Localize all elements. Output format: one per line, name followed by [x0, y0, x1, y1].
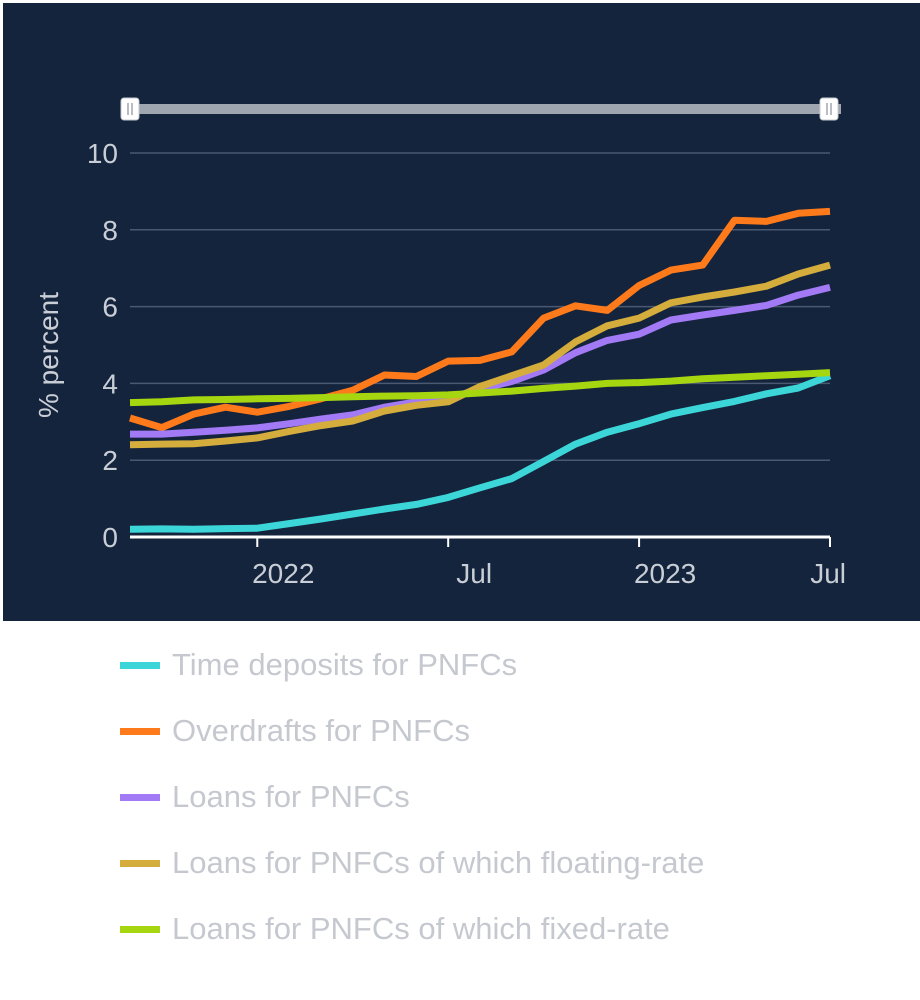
legend-item[interactable]: Overdrafts for PNFCs: [120, 698, 704, 764]
legend-item[interactable]: Time deposits for PNFCs: [120, 632, 704, 698]
x-axis: 2022 Jul 2023 Jul: [130, 535, 846, 589]
legend-label: Loans for PNFCs of which floating-rate: [172, 845, 705, 880]
legend-item[interactable]: Loans for PNFCs of which fixed-rate: [120, 896, 704, 962]
y-axis: 0 2 4 6 8 10: [87, 138, 118, 553]
range-navigator-track[interactable]: [130, 104, 841, 114]
series-line-1[interactable]: [128, 207, 831, 432]
range-handle-left[interactable]: [120, 97, 140, 121]
x-tick-label: 2022: [252, 558, 314, 589]
series-line-4[interactable]: [129, 369, 831, 407]
chart-panel: 0 2 4 6 8 10 % percent 2022 Jul 2023 Jul: [3, 3, 920, 621]
legend-item[interactable]: Loans for PNFCs of which floating-rate: [120, 830, 704, 896]
legend-swatch: [120, 661, 160, 669]
y-tick-label: 2: [102, 445, 118, 476]
series-line-0[interactable]: [129, 372, 832, 533]
x-tick-label: 2023: [634, 558, 696, 589]
legend-label: Overdrafts for PNFCs: [172, 713, 470, 748]
legend-swatch: [120, 793, 160, 801]
range-handle-right[interactable]: [819, 97, 839, 121]
y-tick-label: 4: [102, 368, 118, 399]
y-tick-label: 6: [102, 292, 118, 323]
y-tick-label: 0: [102, 522, 118, 553]
y-axis-title: % percent: [33, 292, 64, 418]
legend-swatch: [120, 727, 160, 735]
x-tick-label: Jul: [810, 558, 846, 589]
y-tick-label: 8: [102, 215, 118, 246]
series-line-3[interactable]: [129, 261, 831, 449]
series-lines: [128, 207, 832, 533]
legend-item[interactable]: Loans for PNFCs: [120, 764, 704, 830]
legend-label: Time deposits for PNFCs: [172, 647, 518, 682]
legend-label: Loans for PNFCs: [172, 779, 410, 814]
x-tick-label: Jul: [456, 558, 492, 589]
legend-swatch: [120, 859, 160, 867]
range-navigator[interactable]: [120, 97, 841, 121]
y-tick-label: 10: [87, 138, 118, 169]
legend-swatch: [120, 925, 160, 933]
grid-lines: [130, 152, 830, 461]
legend-label: Loans for PNFCs of which fixed-rate: [172, 911, 670, 946]
line-chart: 0 2 4 6 8 10 % percent 2022 Jul 2023 Jul: [33, 97, 846, 589]
legend: Time deposits for PNFCs Overdrafts for PN…: [120, 632, 704, 962]
